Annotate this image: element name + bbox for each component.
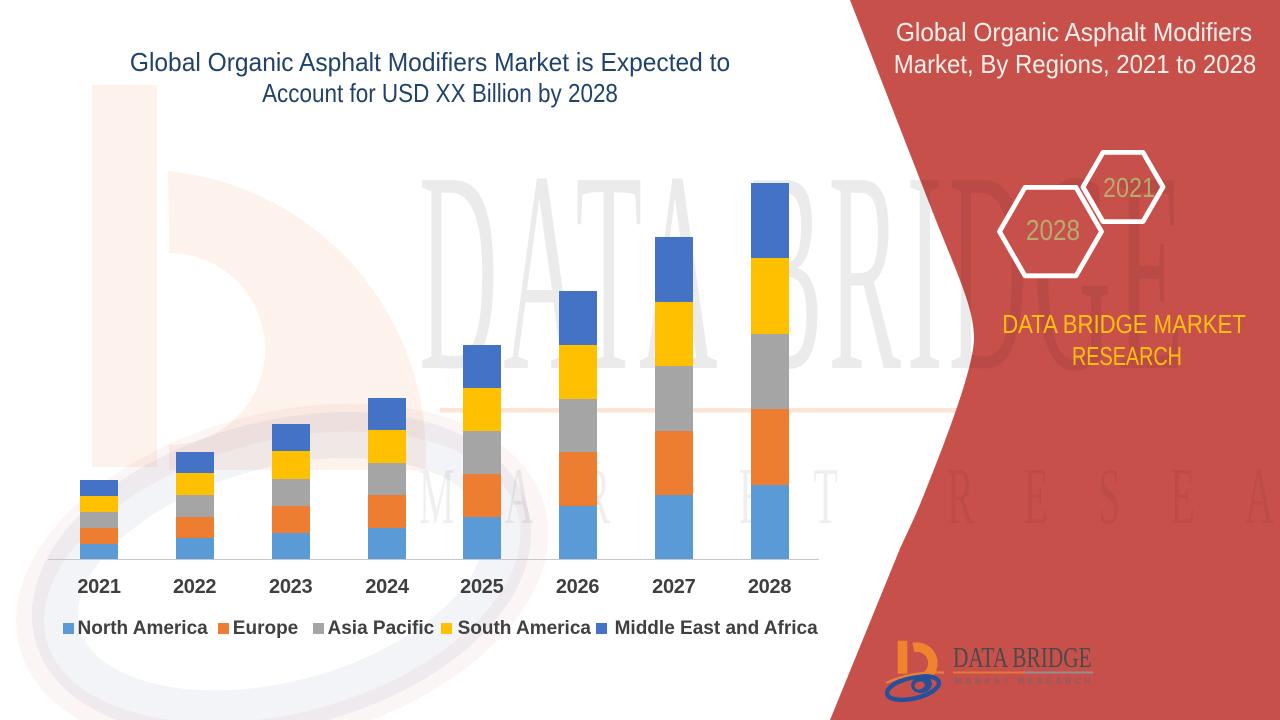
svg-text:MARKET RESEARCH: MARKET RESEARCH — [419, 452, 1280, 541]
